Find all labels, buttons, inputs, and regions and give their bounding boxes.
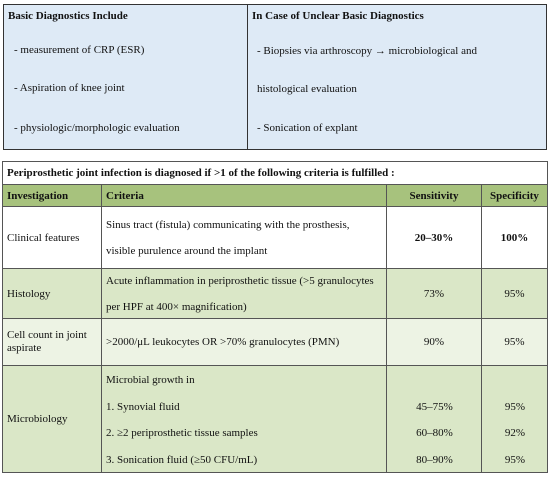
header-cell: Criteria <box>102 185 387 207</box>
sensitivity: 45–75% 60–80% 80–90% <box>387 366 482 473</box>
sensitivity: 73% <box>387 269 482 319</box>
criteria-line: Acute inflammation in periprosthetic tis… <box>106 274 374 287</box>
specificity: 95% <box>482 269 548 319</box>
left-item: - measurement of CRP (ESR) <box>14 44 145 56</box>
criteria-line: visible purulence around the implant <box>106 244 268 257</box>
investigation: Histology <box>3 269 102 319</box>
criteria-line: per HPF at 400× magnification) <box>106 300 247 313</box>
left-item: - Aspiration of knee joint <box>14 82 125 94</box>
criteria: >2000/μL leukocytes OR >70% granulocytes… <box>102 319 387 366</box>
criteria-line: 3. Sonication fluid (≥50 CFU/mL) <box>106 454 258 466</box>
specificity-line: 95% <box>504 454 526 466</box>
sensitivity-line: 80–90% <box>416 454 453 466</box>
right-item: - Biopsies via arthroscopy → microbiolog… <box>257 45 477 57</box>
header-cell: Specificity <box>482 185 548 207</box>
specificity: 95% <box>482 319 548 366</box>
right-title: In Case of Unclear Basic Diagnostics <box>252 10 424 22</box>
left-item: - physiologic/morphologic evaluation <box>14 122 180 134</box>
sensitivity-line: 45–75% <box>416 401 453 413</box>
specificity: 95% 92% 95% <box>482 366 548 473</box>
criteria: Acute inflammation in periprosthetic tis… <box>102 269 387 319</box>
investigation: Microbiology <box>3 366 102 473</box>
criteria: Sinus tract (fistula) communicating with… <box>102 207 387 269</box>
criteria: Microbial growth in 1. Synovial fluid 2.… <box>102 366 387 473</box>
header-cell: Investigation <box>3 185 102 207</box>
sensitivity-line: 60–80% <box>416 427 453 439</box>
table-caption: Periprosthetic joint infection is diagno… <box>3 162 548 185</box>
criteria-line: Microbial growth in <box>106 374 195 386</box>
diagnostics-box: Basic Diagnostics Include - measurement … <box>3 4 547 150</box>
sensitivity: 20–30% <box>387 207 482 269</box>
criteria-table: Periprosthetic joint infection is diagno… <box>2 161 548 473</box>
sensitivity: 90% <box>387 319 482 366</box>
criteria-line: Sinus tract (fistula) communicating with… <box>106 218 350 231</box>
criteria-line: 1. Synovial fluid <box>106 401 180 413</box>
investigation: Cell count in joint aspirate <box>3 319 102 366</box>
header-cell: Sensitivity <box>387 185 482 207</box>
left-title: Basic Diagnostics Include <box>8 10 128 22</box>
specificity-line: 95% <box>504 401 526 413</box>
specificity-line: 92% <box>504 427 526 439</box>
divider <box>247 5 248 149</box>
investigation: Clinical features <box>3 207 102 269</box>
right-item: - Sonication of explant <box>257 122 358 134</box>
criteria-line: 2. ≥2 periprosthetic tissue samples <box>106 427 258 439</box>
right-item: histological evaluation <box>257 83 357 95</box>
specificity: 100% <box>482 207 548 269</box>
